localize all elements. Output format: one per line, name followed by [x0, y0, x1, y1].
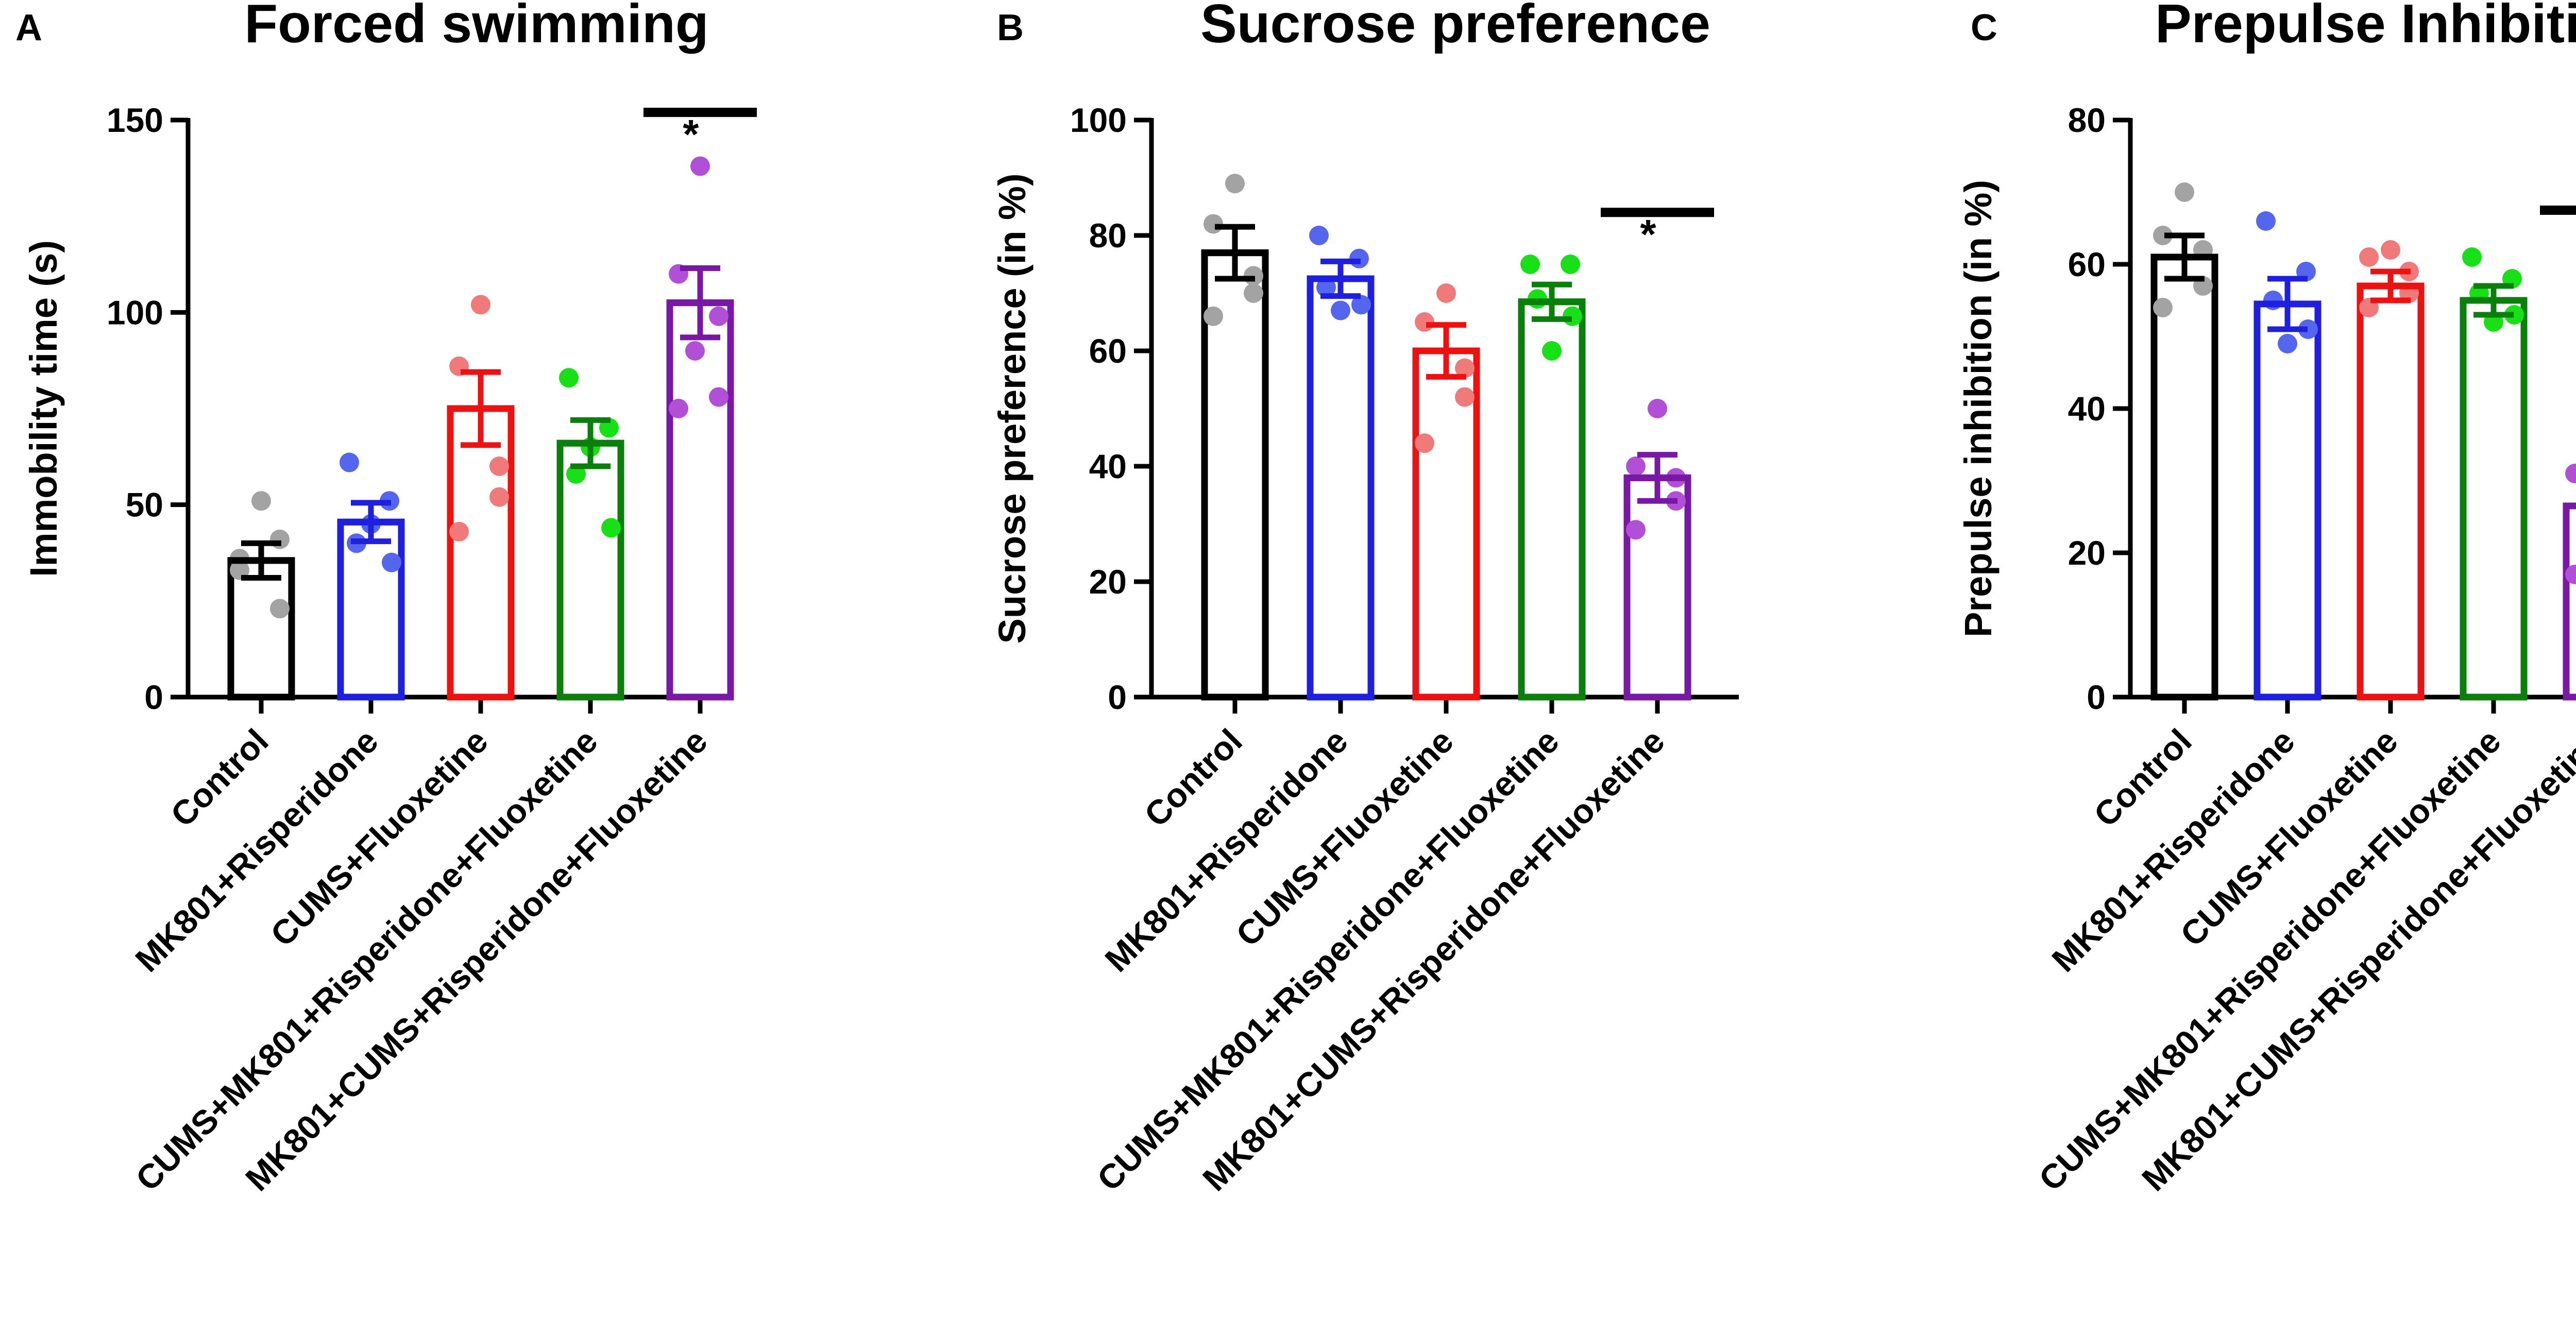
- bar: [2253, 300, 2321, 701]
- y-axis-label: Prepulse inhibition (in %): [1957, 180, 1999, 637]
- bar: [2563, 502, 2576, 701]
- chart-panel-c: C Prepulse Inhibition Prepulse inhibition …: [1957, 0, 2576, 1198]
- data-point: [2153, 298, 2173, 317]
- panel-letter: C: [1971, 7, 1997, 48]
- bar: [556, 439, 624, 701]
- data-point: [1561, 255, 1580, 274]
- data-point: [1455, 387, 1475, 407]
- data-point: [2359, 247, 2379, 267]
- y-tick-label: 40: [2068, 389, 2106, 428]
- data-point: [601, 518, 621, 538]
- bar: [2357, 282, 2425, 701]
- data-point: [1309, 226, 1329, 245]
- bar: [2460, 297, 2528, 701]
- chart-panel-a: A Forced swimming Immobility time (s) 0 50 10…: [15, 0, 757, 1198]
- bar: [1307, 275, 1375, 701]
- data-point: [2462, 247, 2482, 267]
- panel-letter: B: [997, 7, 1024, 48]
- bar: [1518, 298, 1586, 701]
- data-point: [709, 387, 728, 407]
- y-tick-label: 80: [2068, 101, 2106, 139]
- data-point: [2565, 565, 2576, 584]
- data-point: [1331, 300, 1350, 320]
- data-point: [559, 368, 579, 388]
- data-point: [2381, 240, 2400, 260]
- data-point: [1415, 433, 1434, 453]
- data-point: [1542, 341, 1562, 361]
- data-point: [2278, 334, 2297, 353]
- data-point: [1563, 306, 1582, 326]
- data-point: [1316, 277, 1336, 297]
- data-point: [1225, 174, 1245, 194]
- data-point: [690, 156, 710, 176]
- bar: [227, 557, 295, 701]
- y-tick-label: 60: [2068, 245, 2106, 283]
- significance-star: *: [683, 111, 699, 157]
- data-point: [2256, 211, 2276, 231]
- chart-title: Sucrose preference: [1200, 0, 1710, 54]
- data-point: [1351, 295, 1371, 315]
- chart-title: Prepulse Inhibition: [2155, 0, 2576, 54]
- data-point: [2565, 464, 2576, 483]
- data-point: [2153, 226, 2173, 245]
- data-point: [2175, 182, 2194, 202]
- data-point: [1244, 266, 1263, 286]
- y-tick-label: 40: [1089, 447, 1127, 485]
- data-point: [382, 552, 401, 572]
- data-point: [1204, 214, 1223, 234]
- data-point: [1204, 306, 1223, 326]
- chart-title: Forced swimming: [244, 0, 708, 54]
- data-point: [1415, 312, 1434, 332]
- data-point: [270, 529, 290, 549]
- data-point: [669, 399, 688, 418]
- data-point: [449, 521, 469, 541]
- y-tick-label: 100: [1070, 101, 1127, 139]
- data-point: [340, 452, 359, 472]
- data-point: [1455, 358, 1475, 378]
- data-point: [2504, 305, 2524, 325]
- data-point: [251, 491, 271, 511]
- chart-panel-b: B Sucrose preference Sucrose preference (i…: [991, 0, 1739, 1198]
- y-tick-label: 0: [2087, 678, 2106, 716]
- data-point: [1436, 283, 1456, 303]
- data-point: [1648, 399, 1667, 418]
- y-tick-label: 0: [1108, 678, 1127, 716]
- data-point: [489, 456, 509, 476]
- y-tick-label: 150: [107, 101, 163, 139]
- y-tick-label: 80: [1089, 216, 1127, 255]
- bar: [1623, 474, 1691, 701]
- data-point: [1520, 255, 1540, 274]
- bar: [666, 299, 734, 701]
- data-point: [709, 306, 728, 326]
- data-point: [1349, 248, 1369, 268]
- data-point: [2298, 319, 2318, 339]
- y-tick-label: 60: [1089, 332, 1127, 370]
- y-tick-label: 0: [144, 678, 163, 716]
- category-label: Control: [163, 722, 276, 834]
- data-point: [1626, 456, 1646, 476]
- data-point: [270, 599, 290, 619]
- bar: [2150, 253, 2218, 701]
- category-label: CUMS+Fluoxetine: [263, 722, 495, 954]
- panel-letter: A: [15, 7, 42, 48]
- data-point: [1244, 283, 1263, 303]
- significance-star: *: [1640, 211, 1656, 257]
- data-point: [1626, 520, 1646, 540]
- y-tick-label: 20: [1089, 563, 1127, 601]
- data-point: [489, 487, 509, 507]
- y-tick-label: 50: [126, 486, 163, 524]
- y-tick-label: 100: [107, 293, 163, 331]
- data-point: [471, 295, 490, 315]
- data-point: [685, 341, 705, 361]
- y-axis-label: Immobility time (s): [22, 240, 65, 577]
- bar: [447, 405, 515, 701]
- y-tick-label: 20: [2068, 534, 2106, 572]
- y-axis-label: Sucrose preference (in %): [991, 174, 1033, 644]
